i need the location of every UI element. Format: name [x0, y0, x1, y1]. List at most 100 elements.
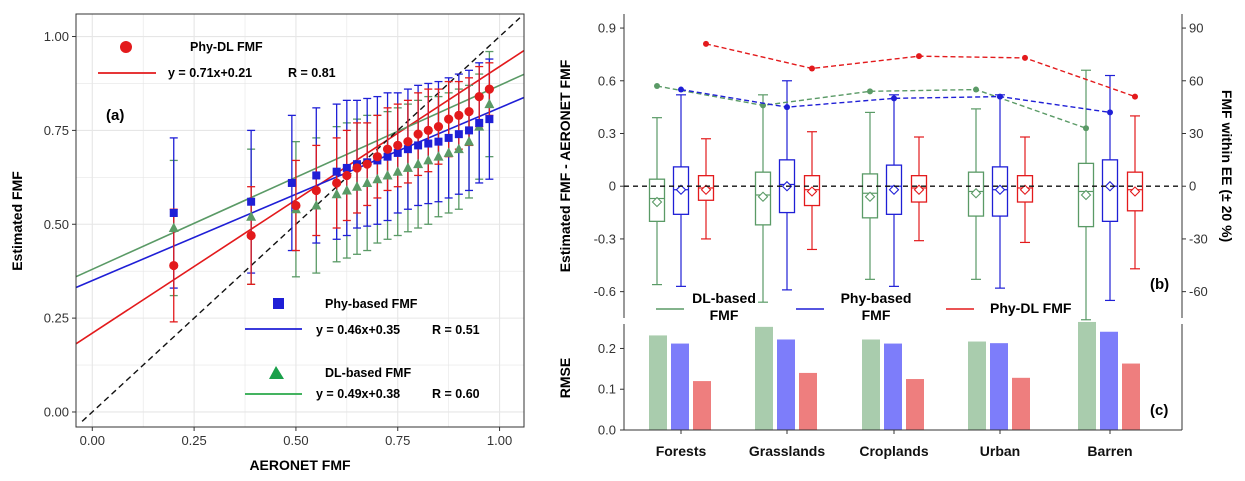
point-phydl [393, 140, 403, 151]
point-phydl [382, 144, 393, 154]
point-dl [413, 158, 424, 169]
bar-phy [990, 343, 1008, 430]
bar-phydl [693, 381, 711, 430]
panel-c-axes: 0.0 0.1 0.2 Forests Grasslands Croplands Urban… [598, 324, 1183, 459]
ee-point-phy [997, 93, 1003, 100]
panel-c-y-tick-label: 0.1 [598, 382, 616, 397]
panel-c-bar: 0.0 0.1 0.2 Forests Grasslands Croplands Urban… [557, 321, 1183, 459]
panel-b-y2-tick-label: 0 [1189, 179, 1196, 194]
point-dl [402, 162, 413, 172]
mean-phydl [913, 184, 925, 196]
point-dl [433, 151, 444, 161]
x-tick-label: 1.00 [487, 433, 512, 448]
category-label: Forests [656, 443, 707, 459]
bar-phydl [906, 379, 924, 430]
point-phydl [169, 260, 179, 271]
panel-a-ticks: 0.00 0.25 0.50 0.75 1.00 0.00 0.25 0.50 0.75 1.00 [44, 29, 513, 448]
panel-c-y-tick-label: 0.0 [598, 423, 616, 438]
panel-b-y2-tick-label: -60 [1189, 284, 1208, 299]
ee-point-phydl [703, 40, 709, 47]
mean-phy [888, 184, 900, 196]
x-tick-label: 0.75 [385, 433, 410, 448]
point-phy [169, 208, 178, 217]
point-dl [372, 173, 383, 184]
bar-phy [671, 343, 689, 430]
point-phydl [362, 159, 372, 169]
y-tick-label: 1.00 [44, 29, 69, 44]
point-phydl [433, 122, 444, 132]
ee-point-phydl [1022, 54, 1028, 61]
bar-phydl [1012, 377, 1030, 430]
point-phy [465, 126, 474, 135]
point-phydl [311, 185, 321, 196]
y-tick-label: 0.00 [44, 404, 69, 419]
category-label: Croplands [859, 443, 928, 459]
ee-point-phy [1107, 109, 1113, 116]
bar-dl [1078, 321, 1096, 430]
point-dl [464, 136, 475, 146]
ee-line-phydl [705, 43, 1136, 98]
mean-dl [757, 191, 769, 203]
legend-b-phy-label: Phy-based [841, 290, 912, 306]
panel-b-y-axis-label: Estimated FMF - AERONET FMF [557, 59, 573, 272]
point-phydl [332, 178, 342, 188]
point-dl [443, 147, 454, 157]
point-dl [341, 184, 352, 195]
legend-phydl-name: Phy-DL FMF [190, 40, 263, 54]
panel-c-y-axis-label: RMSE [557, 358, 573, 398]
legend-phy-name: Phy-based FMF [325, 297, 418, 311]
panel-b-y-tick-label: 0.6 [598, 73, 616, 88]
panel-b-y-tick-label: 0.3 [598, 126, 616, 141]
panel-a-fit-lines [75, 17, 525, 422]
category-label: Urban [980, 443, 1020, 459]
point-phy [403, 145, 412, 154]
point-dl [392, 166, 403, 176]
mean-dl [1080, 189, 1092, 201]
panel-c-label: (c) [1150, 402, 1168, 419]
mean-phydl [806, 186, 818, 197]
point-phydl [291, 200, 301, 211]
panel-a-y-axis-label: Estimated FMF [9, 171, 25, 271]
point-phy [332, 167, 341, 176]
legend-phydl-fit: y = 0.71x+0.21 [168, 66, 252, 80]
point-dl [382, 169, 393, 180]
panel-b-ee-lines [654, 40, 1138, 132]
legend-phydl: Phy-DL FMF y = 0.71x+0.21 R = 0.81 [98, 40, 336, 80]
bar-phydl [799, 372, 817, 430]
point-phy [434, 137, 443, 146]
mean-dl [651, 196, 663, 208]
legend-b-phy-label-2: FMF [862, 307, 891, 323]
ee-line-dl [656, 85, 1087, 129]
point-dl [331, 188, 342, 199]
panel-a-scatter: 0.00 0.25 0.50 0.75 1.00 0.00 0.25 0.50 0.75 1.00… [9, 13, 525, 473]
fit-line-dl [75, 73, 525, 278]
x-tick-label: 0.50 [283, 433, 308, 448]
fit-line-phydl [75, 49, 525, 345]
point-dl [246, 211, 257, 221]
point-phy [475, 118, 484, 127]
point-phy [383, 152, 392, 161]
ee-point-phydl [916, 53, 922, 60]
panel-b-y2-tick-label: 60 [1189, 73, 1203, 88]
bar-phy [884, 343, 902, 430]
ee-point-phy [891, 95, 897, 102]
bar-phy [1100, 331, 1118, 430]
panel-b-right-axis-label: FMF within EE (± 20 %) [1219, 90, 1235, 242]
point-phy [485, 115, 494, 124]
point-dl [423, 154, 434, 165]
y-tick-label: 0.25 [44, 311, 69, 326]
point-phydl [413, 129, 423, 139]
point-phy [287, 178, 296, 187]
legend-dl-r: R = 0.60 [432, 387, 480, 401]
panel-b-y-tick-label: -0.3 [594, 231, 616, 246]
legend-b-dl-label: DL-based [692, 290, 756, 306]
y-tick-label: 0.50 [44, 217, 69, 232]
legend-b-phydl-label: Phy-DL FMF [990, 300, 1072, 316]
panel-a-points [168, 50, 495, 323]
legend-phy: Phy-based FMF y = 0.46x+0.35 R = 0.51 [245, 297, 480, 337]
point-phy [342, 163, 351, 172]
panel-c-bars [649, 321, 1140, 430]
x-tick-label: 0.25 [181, 433, 206, 448]
panel-c-y-tick-label: 0.2 [598, 341, 616, 356]
ee-point-dl [1083, 125, 1089, 132]
